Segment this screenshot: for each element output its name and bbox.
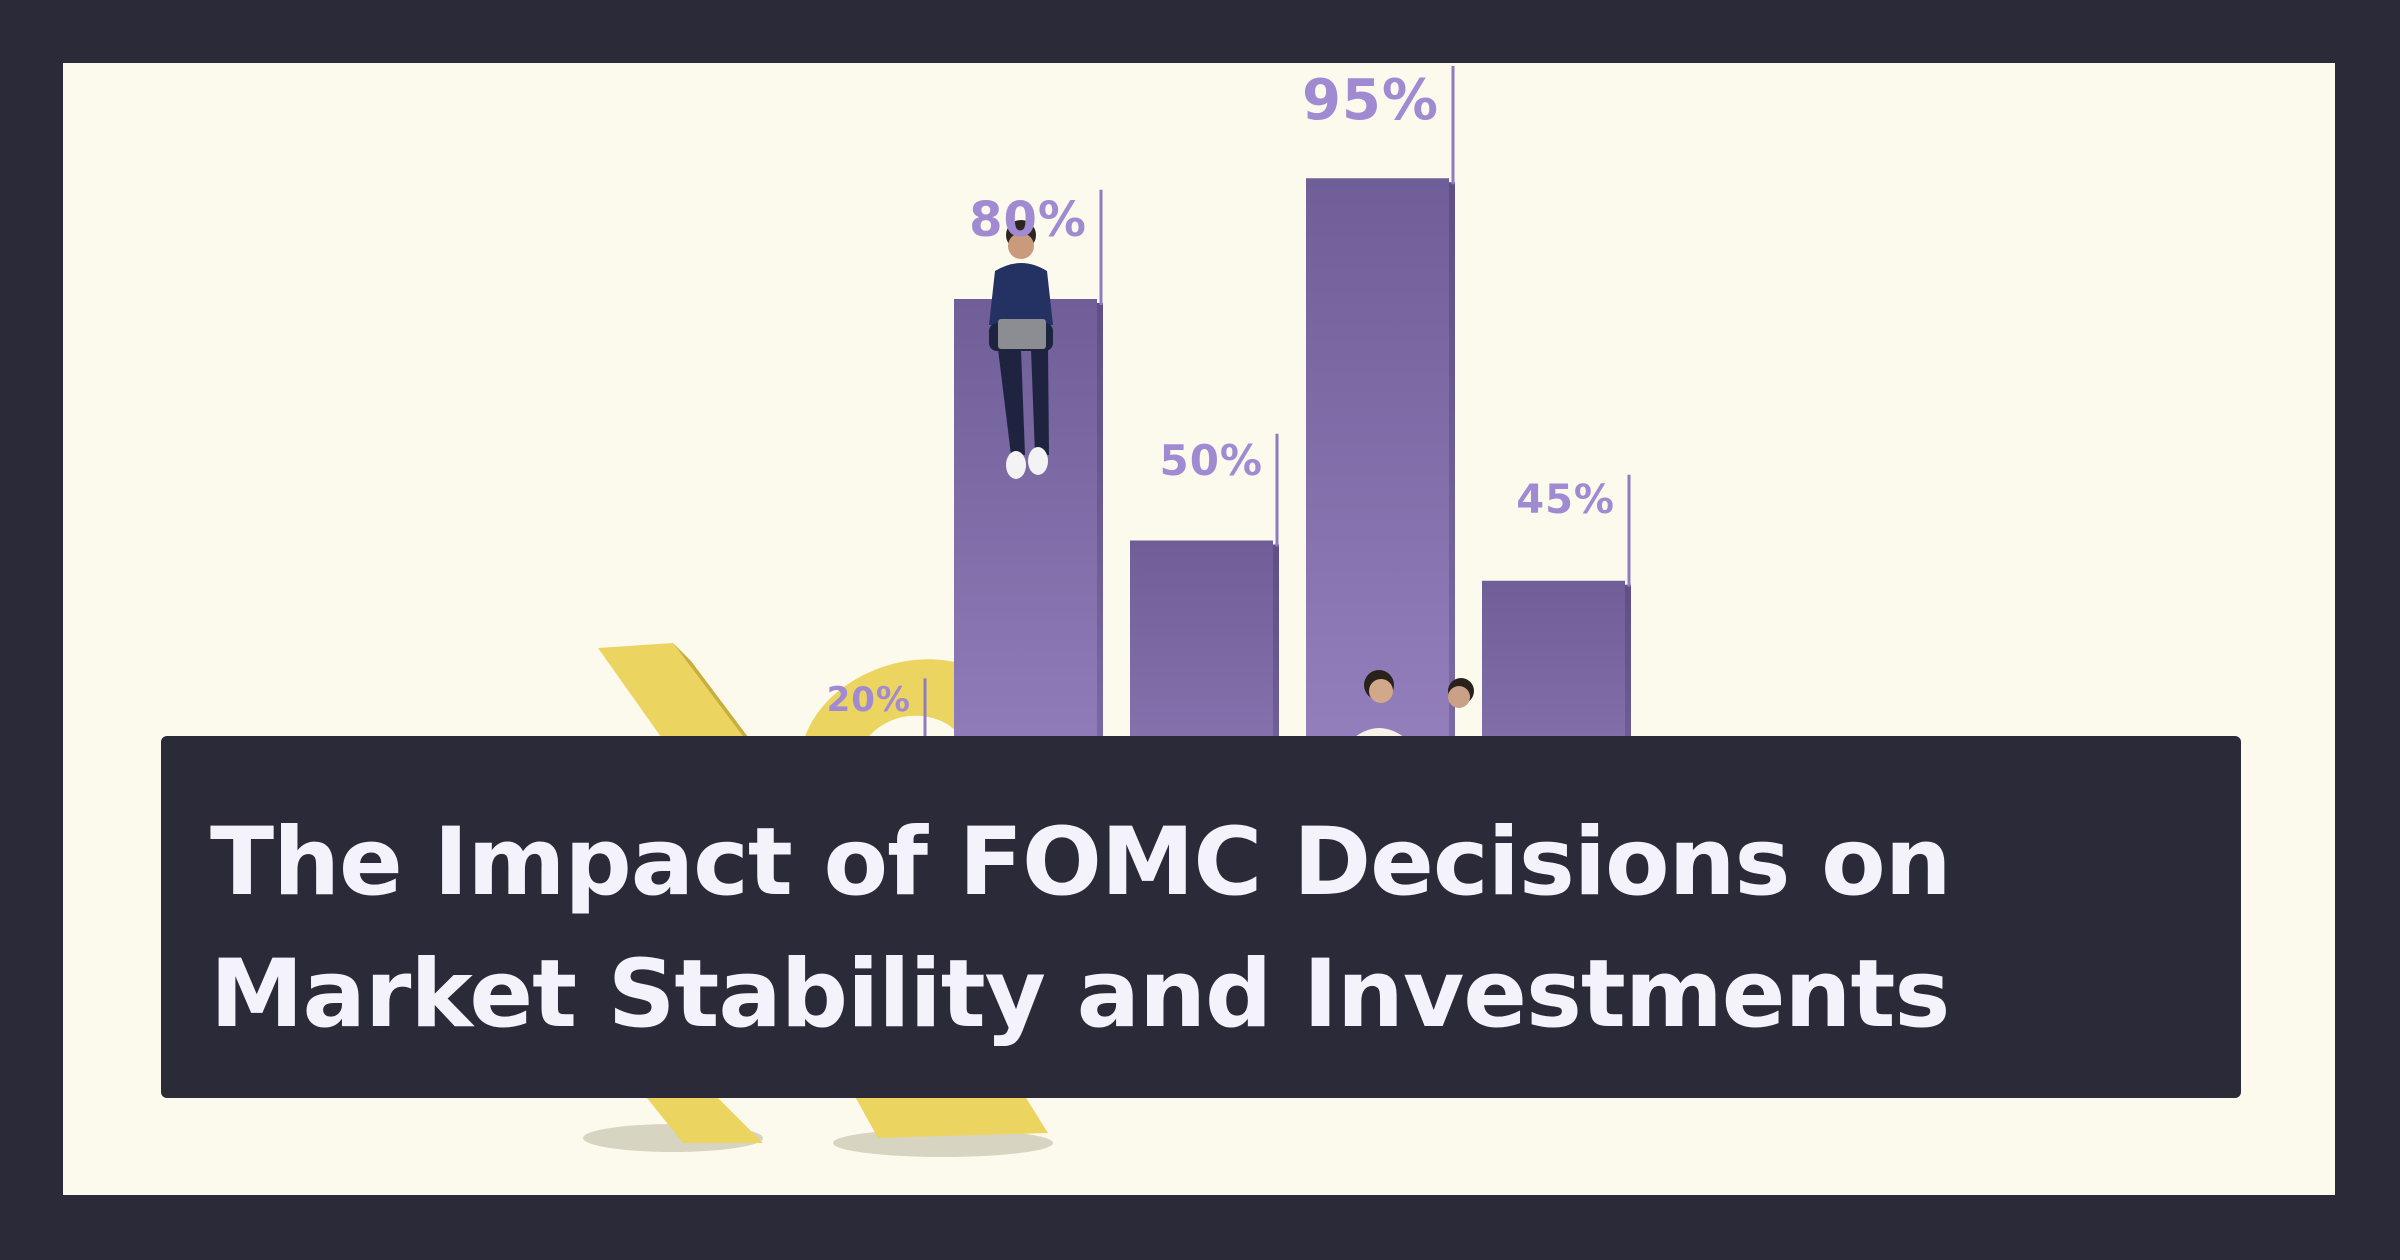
data-label-2: 80% [969, 191, 1087, 248]
data-label-5: 45% [1516, 476, 1615, 523]
page-title-line-2: Market Stability and Investments [210, 940, 1950, 1049]
data-label-1: 20% [826, 680, 911, 721]
title-banner: The Impact of FOMC Decisions on Market S… [161, 736, 2241, 1098]
chart-bar-side-4 [1449, 182, 1455, 1077]
page-title-line-1: The Impact of FOMC Decisions on [210, 808, 1952, 917]
chart-bar-side-2 [1097, 303, 1103, 1077]
person-with-laptop [989, 220, 1053, 479]
data-label-4: 95% [1301, 67, 1439, 133]
data-label-3: 50% [1159, 435, 1263, 485]
